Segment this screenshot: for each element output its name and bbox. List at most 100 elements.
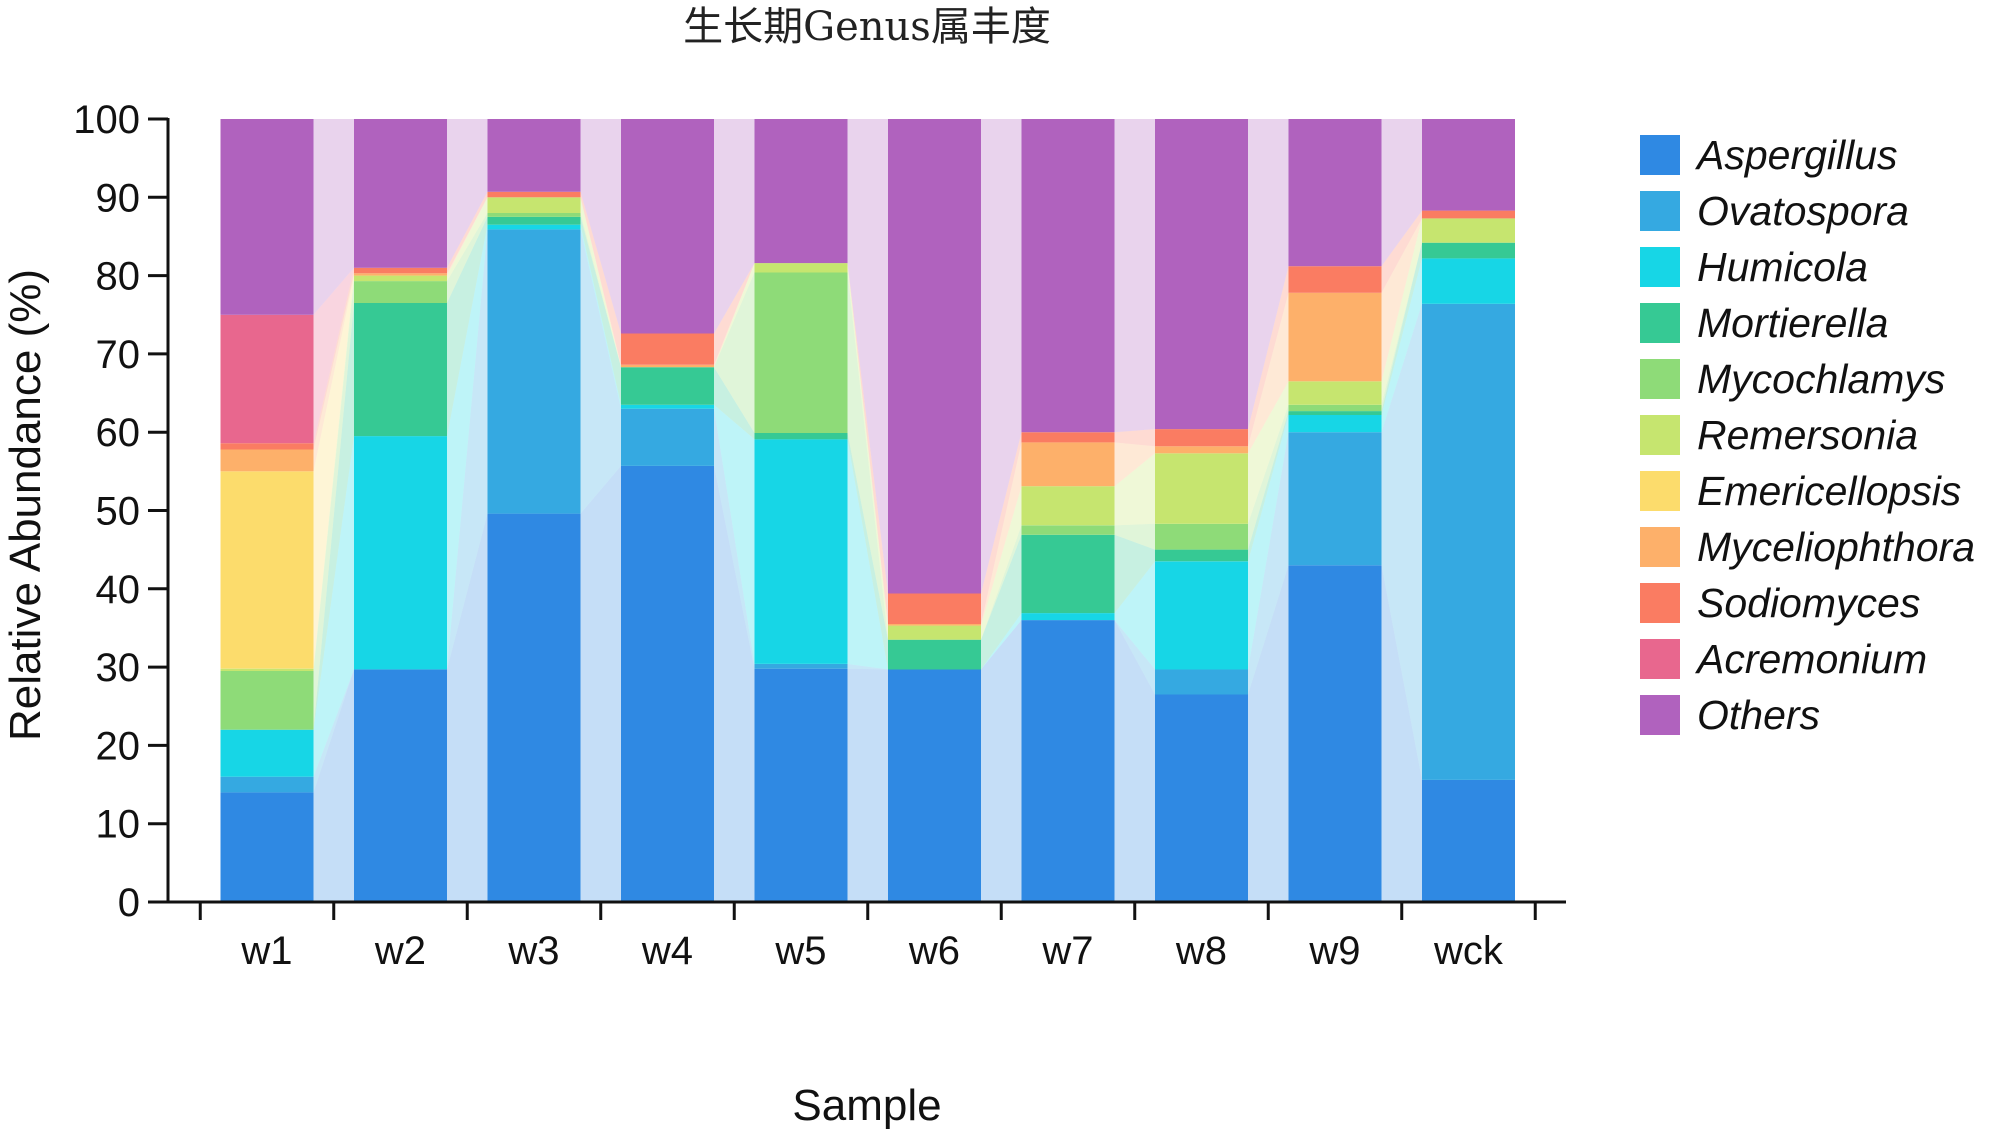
flow-band xyxy=(447,213,488,303)
legend-label: Myceliophthora xyxy=(1697,524,1975,570)
flow-band xyxy=(847,263,888,594)
flow-band xyxy=(447,119,488,268)
bar-segment xyxy=(621,333,714,365)
flow-band xyxy=(714,465,755,902)
flow-band xyxy=(1114,561,1155,670)
bar-segment xyxy=(1021,432,1115,443)
bar-segment xyxy=(220,792,314,902)
x-tick-label: w3 xyxy=(507,929,559,973)
flow-band xyxy=(714,263,755,368)
bar-segment xyxy=(1155,561,1248,670)
x-tick-label: w7 xyxy=(1041,929,1093,973)
flow-band xyxy=(1114,620,1155,902)
y-tick-label: 30 xyxy=(96,646,141,690)
bar-segment xyxy=(354,669,447,902)
bar-segment xyxy=(1155,119,1248,430)
bar-segment xyxy=(1155,669,1248,695)
flow-band xyxy=(580,229,621,514)
bar-segment xyxy=(354,275,447,282)
bar-segment xyxy=(754,668,848,902)
flow-band xyxy=(1114,620,1155,695)
legend-swatch xyxy=(1640,639,1680,679)
bar-segment xyxy=(1155,694,1248,902)
flow-band xyxy=(313,267,354,444)
legend-label: Sodiomyces xyxy=(1697,580,1920,626)
bar-segment xyxy=(1155,523,1248,550)
legend-label: Emericellopsis xyxy=(1697,468,1961,514)
flow-bands xyxy=(313,119,1422,902)
flow-band xyxy=(1114,119,1155,433)
bar-segment xyxy=(220,668,314,671)
bar-segment xyxy=(1422,242,1515,259)
bar-segment xyxy=(1021,119,1115,433)
flow-band xyxy=(714,119,755,334)
flow-band xyxy=(847,119,888,594)
legend-label: Mycochlamys xyxy=(1697,356,1945,402)
flow-band xyxy=(447,224,488,670)
legend-swatch xyxy=(1640,527,1680,567)
flow-band xyxy=(580,224,621,409)
bar-segment xyxy=(220,471,314,669)
legend-swatch xyxy=(1640,135,1680,175)
x-tick-label: w5 xyxy=(774,929,826,973)
bar-segment xyxy=(754,439,848,664)
bar-segment xyxy=(1288,119,1382,267)
x-tick-label: w1 xyxy=(240,929,292,973)
bar-segment xyxy=(220,449,314,472)
flow-band xyxy=(447,191,488,274)
bar-segment xyxy=(754,433,848,440)
y-tick-label: 40 xyxy=(96,568,141,612)
flow-band xyxy=(313,281,354,730)
y-tick-label: 60 xyxy=(96,411,141,455)
bar-segment xyxy=(354,281,447,303)
flow-band xyxy=(580,191,621,334)
bar-segment xyxy=(1422,218,1515,243)
legend-label: Mortierella xyxy=(1697,300,1888,346)
flow-band xyxy=(580,216,621,405)
flow-band xyxy=(313,119,354,315)
flow-band xyxy=(1248,381,1289,524)
x-tick-label: w8 xyxy=(1175,929,1227,973)
flow-band xyxy=(1114,429,1155,447)
flow-band xyxy=(313,267,354,450)
flow-band xyxy=(847,263,888,624)
flow-band xyxy=(847,433,888,670)
flow-band xyxy=(981,432,1022,624)
bar-segment xyxy=(1288,292,1382,382)
flow-band xyxy=(580,197,621,368)
legend-swatch xyxy=(1640,247,1680,287)
bar-segment xyxy=(487,224,581,230)
flow-band xyxy=(1114,453,1155,526)
flow-band xyxy=(313,275,354,671)
flow-band xyxy=(1248,415,1289,670)
bar-segment xyxy=(487,229,581,514)
legend-swatch xyxy=(1640,191,1680,231)
flow-band xyxy=(313,669,354,793)
flow-band xyxy=(1114,534,1155,614)
legend-swatch xyxy=(1640,695,1680,735)
flow-band xyxy=(981,613,1022,670)
flow-band xyxy=(313,303,354,730)
flow-band xyxy=(1381,258,1422,433)
flow-band xyxy=(847,664,888,670)
bar-segment xyxy=(888,624,981,626)
y-tick-label: 0 xyxy=(118,881,140,925)
flow-band xyxy=(847,668,888,902)
flow-band xyxy=(447,513,488,902)
flow-band xyxy=(981,534,1022,670)
flow-band xyxy=(981,442,1022,626)
flow-band xyxy=(981,525,1022,640)
flow-band xyxy=(847,263,888,640)
bar-segment xyxy=(1422,779,1515,902)
legend-label: Ovatospora xyxy=(1697,188,1909,234)
legend-label: Remersonia xyxy=(1697,412,1918,458)
bar-segment xyxy=(1422,258,1515,304)
bar-segment xyxy=(1288,415,1382,433)
bar-segment xyxy=(1155,453,1248,524)
bar-segment xyxy=(1422,210,1515,219)
bar-segment xyxy=(354,436,447,670)
legend-label: Aspergillus xyxy=(1694,132,1898,178)
bar-segment xyxy=(354,273,447,276)
flow-band xyxy=(313,275,354,669)
bar-segment xyxy=(621,367,714,405)
